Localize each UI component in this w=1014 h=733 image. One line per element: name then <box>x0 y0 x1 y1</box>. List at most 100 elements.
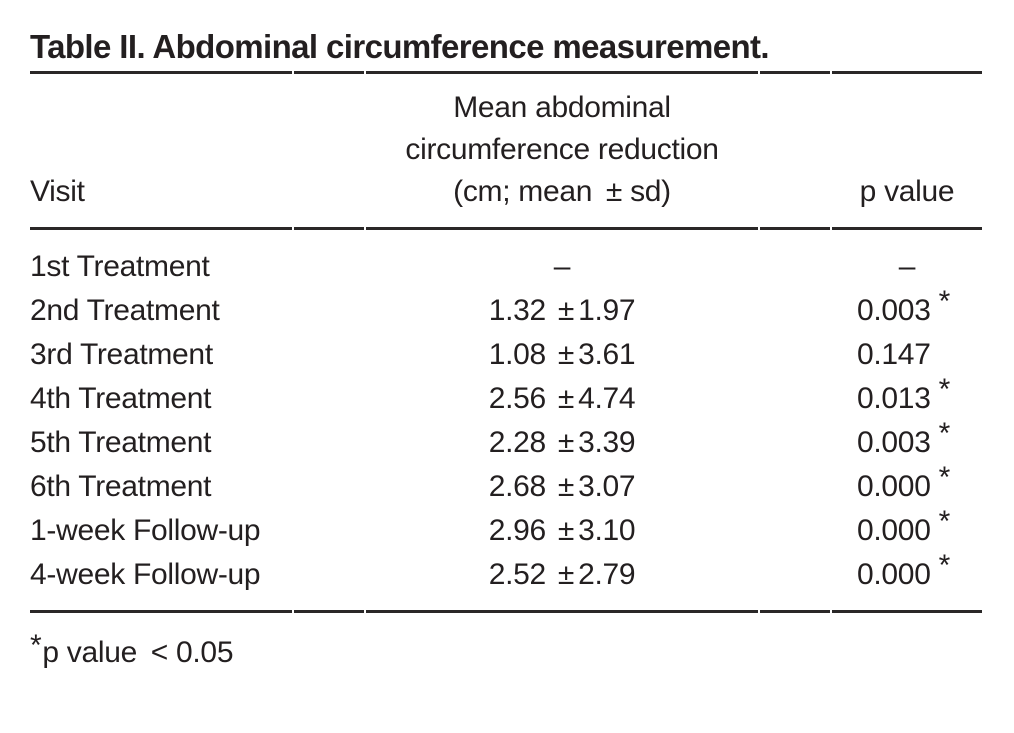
spacer-cell <box>760 421 830 465</box>
plus-minus-symbol: ± <box>557 294 575 327</box>
plus-minus-symbol: ± <box>557 338 575 371</box>
bottom-spacer-row <box>30 597 982 610</box>
p-value-wrap: 0.000 * <box>857 461 957 504</box>
mean-cell: 1.32 ±1.97 <box>366 289 758 333</box>
visit-cell: 1-week Follow-up <box>30 514 261 547</box>
plus-minus-symbol: ± <box>557 382 575 415</box>
column-header-visit: Visit <box>30 71 292 230</box>
mean-cell: 2.96 ±3.10 <box>366 509 758 553</box>
significance-star: * <box>938 461 951 494</box>
mean-dash: – <box>553 250 571 283</box>
p-value-cell: 0.147 <box>832 333 982 377</box>
mean-cell: 1.08 ±3.61 <box>366 333 758 377</box>
sd-value: 3.10 <box>578 514 636 547</box>
spacer-cell <box>760 333 830 377</box>
spacer-cell <box>294 509 364 553</box>
header-spacer <box>294 71 364 230</box>
mean-header-line-3: (cm; mean ± sd) <box>453 175 671 208</box>
visit-cell: 4-week Follow-up <box>30 558 261 591</box>
table-row-6th-treatment: 6th Treatment 2.68 ±3.07 0.000 * <box>30 461 982 509</box>
significance-star: * <box>938 373 951 406</box>
significance-star: * <box>938 505 951 538</box>
p-value: 0.000 <box>857 558 931 591</box>
p-value-cell: 0.013 * <box>832 373 982 421</box>
visit-cell: 1st Treatment <box>30 250 210 283</box>
spacer-cell <box>760 597 830 610</box>
table-row-1-week-follow-up: 1-week Follow-up 2.96 ±3.10 0.000 * <box>30 505 982 553</box>
rule-cell <box>366 610 758 613</box>
sd-value: 1.97 <box>578 294 636 327</box>
visit-cell: 6th Treatment <box>30 470 212 503</box>
table-header: Visit Mean abdominal circumference reduc… <box>30 71 982 230</box>
visit-cell: 3rd Treatment <box>30 338 213 371</box>
p-value-wrap: 0.147 <box>857 338 957 372</box>
footnote-text: p value < 0.05 <box>42 636 234 669</box>
mean-cell: – <box>366 230 758 289</box>
spacer-cell <box>832 597 982 610</box>
measurement-table: Visit Mean abdominal circumference reduc… <box>28 71 984 613</box>
spacer-cell <box>760 553 830 597</box>
column-header-mean: Mean abdominal circumference reduction (… <box>366 71 758 230</box>
visit-cell: 4th Treatment <box>30 382 212 415</box>
p-value-cell: 0.000 * <box>832 549 982 597</box>
bottom-rule-row <box>30 610 982 613</box>
column-header-p-value: p value <box>832 71 982 230</box>
spacer-cell <box>294 333 364 377</box>
footnote-star: * <box>30 629 42 662</box>
spacer-cell <box>294 377 364 421</box>
p-value-cell: 0.003 * <box>832 417 982 465</box>
plus-minus-symbol: ± <box>557 558 575 591</box>
sd-value: 3.61 <box>578 338 636 371</box>
sd-value: 3.39 <box>578 426 636 459</box>
spacer-cell <box>294 465 364 509</box>
spacer-cell <box>294 421 364 465</box>
mean-cell: 2.56 ±4.74 <box>366 377 758 421</box>
mean-value: 1.32 <box>488 294 547 327</box>
p-value-wrap: 0.000 * <box>857 505 957 548</box>
spacer-cell <box>760 289 830 333</box>
p-value: 0.000 <box>857 514 931 547</box>
p-value-cell: 0.003 * <box>832 285 982 333</box>
rule-cell <box>832 610 982 613</box>
table-title: Table II. Abdominal circumference measur… <box>30 28 770 65</box>
p-value-wrap: 0.003 * <box>857 417 957 460</box>
p-value: 0.013 <box>857 382 931 415</box>
p-value: 0.147 <box>857 338 931 371</box>
table-row-4-week-follow-up: 4-week Follow-up 2.52 ±2.79 0.000 * <box>30 549 982 597</box>
significance-star: * <box>938 285 951 318</box>
spacer-cell <box>294 553 364 597</box>
p-value-wrap: 0.003 * <box>857 285 957 328</box>
spacer-cell <box>294 597 364 610</box>
table-bottom-rule <box>30 610 982 613</box>
p-value: 0.003 <box>857 294 931 327</box>
sd-value: 3.07 <box>578 470 636 503</box>
plus-minus-symbol: ± <box>557 470 575 503</box>
header-spacer <box>760 71 830 230</box>
mean-header-line-1: Mean abdominal <box>453 91 671 124</box>
rule-cell <box>30 610 292 613</box>
footnote: *p value < 0.05 <box>30 629 984 670</box>
visit-cell: 5th Treatment <box>30 426 212 459</box>
spacer-cell <box>760 509 830 553</box>
plus-minus-symbol: ± <box>557 426 575 459</box>
p-value-wrap: 0.013 * <box>857 373 957 416</box>
mean-value: 2.96 <box>488 514 547 547</box>
spacer-cell <box>30 597 292 610</box>
p-value: 0.000 <box>857 470 931 503</box>
p-value-wrap: 0.000 * <box>857 549 957 592</box>
mean-value: 2.56 <box>488 382 547 415</box>
rule-cell <box>760 610 830 613</box>
table-row-1st-treatment: 1st Treatment – – <box>30 230 982 289</box>
p-value-dash: – <box>898 250 916 283</box>
spacer-cell <box>294 289 364 333</box>
significance-star: * <box>938 549 951 582</box>
mean-cell: 2.28 ±3.39 <box>366 421 758 465</box>
table-row-5th-treatment: 5th Treatment 2.28 ±3.39 0.003 * <box>30 417 982 465</box>
spacer-cell <box>760 230 830 289</box>
mean-value: 2.28 <box>488 426 547 459</box>
p-value-cell: 0.000 * <box>832 505 982 553</box>
table-body: 1st Treatment – – 2nd Treatment 1.32 ±1.9… <box>30 230 982 610</box>
mean-header-line-2: circumference reduction <box>405 133 719 166</box>
sd-value: 4.74 <box>578 382 636 415</box>
